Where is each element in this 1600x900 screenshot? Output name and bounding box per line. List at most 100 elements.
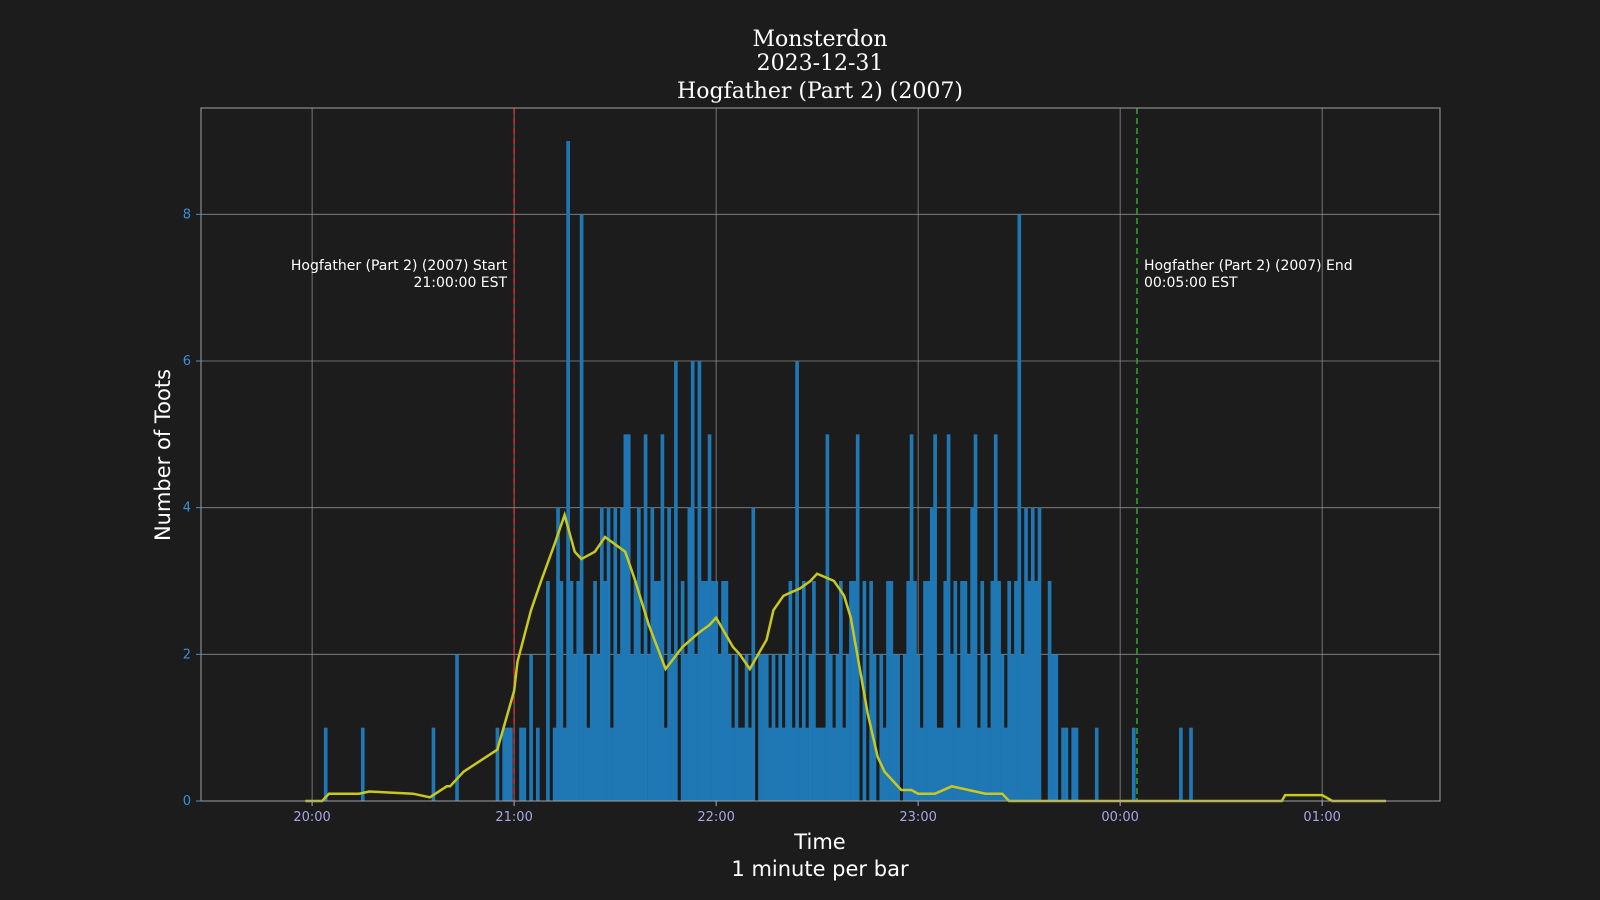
bar xyxy=(674,361,678,801)
bar xyxy=(929,507,934,801)
bar xyxy=(828,654,833,801)
bar xyxy=(700,581,705,801)
bar xyxy=(761,654,766,801)
bar xyxy=(744,654,749,801)
bar xyxy=(919,727,924,801)
bar xyxy=(966,654,971,801)
bar xyxy=(832,727,836,801)
x-axis-label: Time xyxy=(793,830,845,854)
bar xyxy=(936,727,941,801)
bar xyxy=(1051,654,1055,801)
bar xyxy=(637,507,641,801)
x-tick-label: 00:00 xyxy=(1101,810,1138,825)
bar xyxy=(916,654,921,801)
bar xyxy=(1064,727,1069,801)
bar xyxy=(795,361,799,801)
bar xyxy=(687,507,692,801)
bar xyxy=(983,654,988,801)
bar xyxy=(987,727,991,801)
bar xyxy=(1061,727,1065,801)
bar xyxy=(562,727,567,801)
bar xyxy=(606,507,611,801)
bar xyxy=(714,581,719,801)
bar xyxy=(724,581,729,801)
bar xyxy=(926,581,931,801)
bar xyxy=(660,434,665,801)
bar xyxy=(950,654,954,801)
bar xyxy=(812,581,816,801)
y-tick-label: 0 xyxy=(183,794,191,809)
bar xyxy=(835,654,840,801)
bar xyxy=(640,654,645,801)
bar xyxy=(667,507,671,801)
bar xyxy=(502,727,506,801)
bar xyxy=(775,727,779,801)
bar xyxy=(818,727,823,801)
y-tick-label: 2 xyxy=(183,647,191,662)
chart-title-line-1: Monsterdon xyxy=(752,27,887,52)
bar xyxy=(697,361,702,801)
bar xyxy=(980,581,985,801)
bar xyxy=(758,654,762,801)
bar xyxy=(522,727,527,801)
x-tick-label: 01:00 xyxy=(1303,810,1340,825)
bar xyxy=(748,727,752,801)
bar xyxy=(1071,727,1075,801)
bar xyxy=(1017,214,1022,802)
bar xyxy=(889,581,894,801)
bar xyxy=(785,654,789,801)
bar xyxy=(1003,727,1008,801)
bar xyxy=(586,727,591,801)
bar xyxy=(768,727,772,801)
bar xyxy=(680,581,685,801)
bar xyxy=(630,654,634,801)
bar xyxy=(815,727,820,801)
x-tick-label: 23:00 xyxy=(899,810,936,825)
bar xyxy=(791,727,796,801)
bar xyxy=(997,581,1001,801)
marker-label-time: 00:05:00 EST xyxy=(1144,275,1238,291)
bar xyxy=(616,654,621,801)
y-tick-label: 4 xyxy=(183,501,191,516)
bar xyxy=(599,507,604,801)
bar xyxy=(1020,654,1025,801)
bar xyxy=(771,654,776,801)
bar xyxy=(1179,727,1183,801)
bar xyxy=(805,727,810,801)
bar xyxy=(620,507,624,801)
bar xyxy=(1010,654,1015,801)
bar xyxy=(556,507,560,801)
bar xyxy=(1131,727,1136,801)
bar xyxy=(552,727,557,801)
bar xyxy=(536,727,540,801)
chart-title-line-3: Hogfather (Part 2) (2007) xyxy=(677,79,963,104)
bar xyxy=(431,727,436,801)
bar xyxy=(596,654,601,801)
x-tick-label: 22:00 xyxy=(697,810,734,825)
bar xyxy=(946,434,951,801)
bar xyxy=(845,654,850,801)
bar xyxy=(1054,654,1059,801)
bar xyxy=(788,581,793,801)
bar xyxy=(960,581,964,801)
bar xyxy=(781,727,786,801)
bar xyxy=(973,434,978,801)
bar xyxy=(657,581,661,801)
bar xyxy=(909,434,914,801)
bar xyxy=(647,654,651,801)
bar xyxy=(650,507,655,801)
bar xyxy=(923,581,927,801)
bar xyxy=(505,727,510,801)
bar xyxy=(1094,727,1099,801)
bar xyxy=(741,727,746,801)
marker-label-title: Hogfather (Part 2) (2007) End xyxy=(1144,258,1353,274)
bar xyxy=(663,727,668,801)
x-ticks: 20:00 21:00 22:00 23:00 00:00 01:00 xyxy=(293,801,1341,825)
bar xyxy=(495,727,500,801)
bar xyxy=(738,727,742,801)
bar xyxy=(882,727,887,801)
bar xyxy=(852,581,857,801)
bar xyxy=(589,654,594,801)
bar xyxy=(717,654,722,801)
